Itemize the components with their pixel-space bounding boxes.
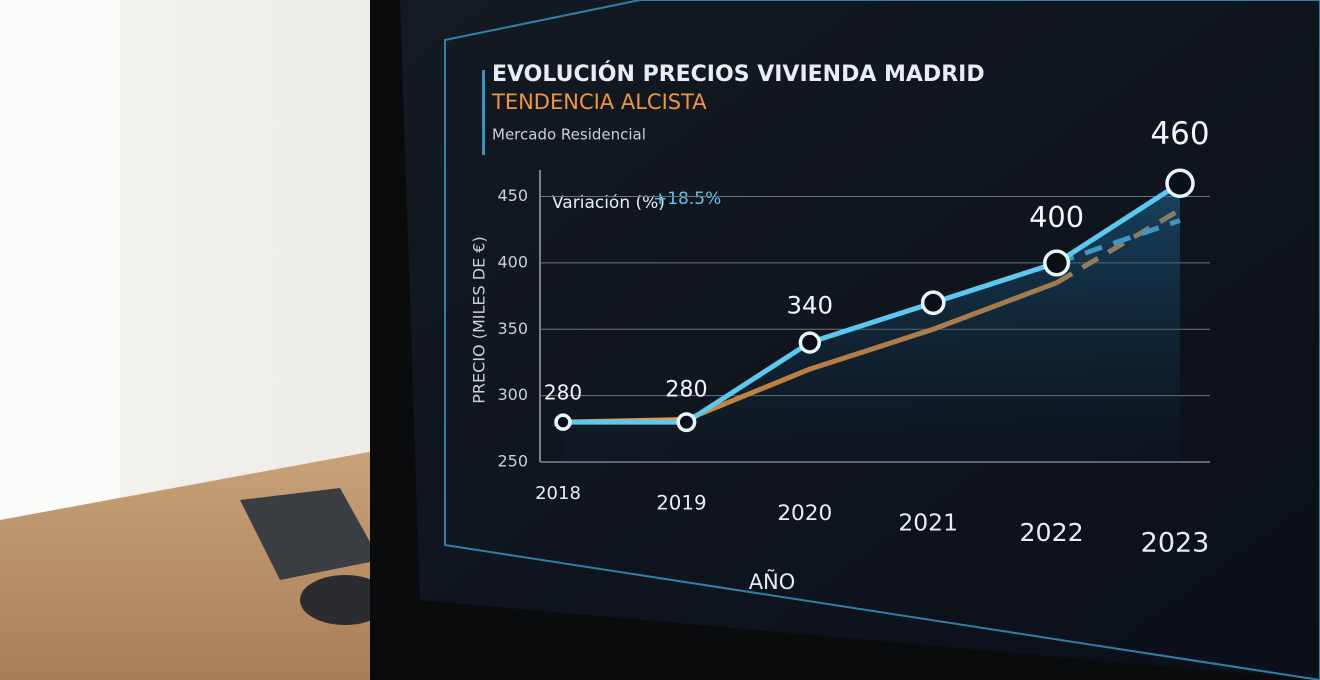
mouse (300, 575, 390, 625)
line (563, 181, 1182, 425)
x-tick-label: 2021 (898, 509, 958, 537)
data-label: 460 (1150, 116, 1209, 152)
x-tick-label: 2020 (777, 501, 832, 526)
y-tick-label: 450 (497, 186, 528, 205)
point (798, 331, 821, 354)
screen-frame (444, 0, 1320, 680)
x-tick-label: 2019 (656, 492, 706, 515)
y-axis-label: PRECIO (MILES DE €) (470, 236, 489, 403)
keyboard (240, 488, 380, 580)
point (1043, 249, 1071, 277)
x-tick-label: 2018 (535, 483, 581, 504)
point (554, 413, 572, 431)
window (0, 0, 120, 560)
y-tick-label: 400 (497, 252, 528, 271)
chart-subtitle: TENDENCIA ALCISTA (491, 90, 707, 114)
chart-caption: Mercado Residencial (492, 126, 646, 144)
x-axis-label: AÑO (749, 568, 796, 594)
data-label: 280 (665, 377, 707, 403)
point (920, 290, 946, 316)
y-tick-label: 300 (497, 385, 528, 404)
point (1165, 168, 1195, 199)
annotation-label: Variación (%) (552, 193, 665, 213)
point (676, 412, 697, 433)
chart-title: EVOLUCIÓN PRECIOS VIVIENDA MADRID (492, 61, 985, 87)
x-tick-label: 2022 (1020, 518, 1084, 547)
annotation-value: +18.5% (653, 189, 721, 209)
y-tick-label: 250 (497, 452, 528, 471)
data-label: 400 (1029, 200, 1084, 234)
x-tick-label: 2023 (1141, 528, 1210, 559)
y-tick-label: 350 (497, 319, 528, 338)
accent-bar (482, 70, 485, 155)
data-label: 280 (544, 381, 582, 405)
data-label: 340 (787, 291, 834, 320)
